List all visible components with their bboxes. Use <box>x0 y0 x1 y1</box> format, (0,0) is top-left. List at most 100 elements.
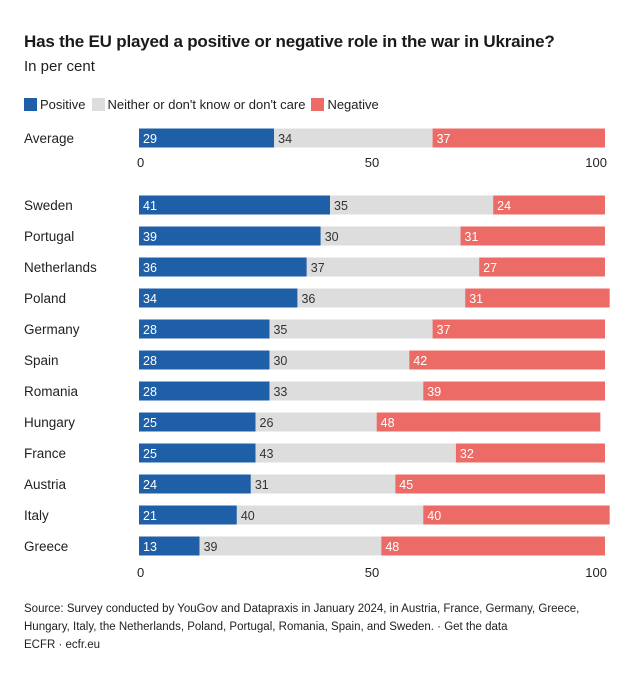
legend-item-neither: Neither or don't know or don't care <box>91 97 306 112</box>
data-label-neither-hungary: 26 <box>260 416 274 430</box>
bar-neither-greece <box>199 536 382 556</box>
data-label-neither-average: 34 <box>278 132 292 146</box>
category-label-sweden: Sweden <box>24 198 73 213</box>
legend-swatch-positive <box>24 98 37 111</box>
bar-neither-austria <box>250 474 396 494</box>
stacked-bar-chart: Average 29 34 37 0 50 100 Sweden 41 35 24 Portugal 3… <box>24 128 610 580</box>
bar-negative-portugal <box>460 226 605 246</box>
bar-positive-spain <box>139 350 270 370</box>
data-label-positive-portugal: 39 <box>143 230 157 244</box>
data-label-negative-netherlands: 27 <box>483 261 497 275</box>
legend-label-negative: Negative <box>327 97 379 112</box>
data-label-negative-average: 37 <box>437 132 451 146</box>
bar-positive-average <box>139 128 275 148</box>
bar-neither-spain <box>269 350 410 370</box>
bar-negative-hungary <box>376 412 601 432</box>
legend-item-negative: Negative <box>311 97 379 112</box>
tick-label-top-0: 0 <box>137 155 144 170</box>
data-label-neither-austria: 31 <box>255 478 269 492</box>
category-label-austria: Austria <box>24 477 67 492</box>
data-label-negative-hungary: 48 <box>381 416 395 430</box>
category-label-italy: Italy <box>24 508 49 523</box>
data-label-negative-spain: 42 <box>413 354 427 368</box>
bar-negative-poland <box>465 288 610 308</box>
category-label-spain: Spain <box>24 353 59 368</box>
data-label-negative-portugal: 31 <box>465 230 479 244</box>
bar-negative-sweden <box>493 195 605 215</box>
bar-positive-greece <box>139 536 200 556</box>
bar-neither-hungary <box>255 412 377 432</box>
data-label-neither-sweden: 35 <box>334 199 348 213</box>
bar-negative-romania <box>423 381 605 401</box>
category-label-germany: Germany <box>24 322 80 337</box>
data-label-neither-poland: 36 <box>301 292 315 306</box>
data-label-positive-average: 29 <box>143 132 157 146</box>
tick-label-bottom-50: 50 <box>365 565 379 580</box>
tick-label-top-50: 50 <box>365 155 379 170</box>
bar-neither-germany <box>269 319 433 339</box>
bar-negative-austria <box>395 474 605 494</box>
bar-negative-france <box>455 443 605 463</box>
bar-neither-italy <box>236 505 424 525</box>
data-label-negative-sweden: 24 <box>497 199 511 213</box>
chart-title: Has the EU played a positive or negative… <box>24 32 555 51</box>
data-label-positive-hungary: 25 <box>143 416 157 430</box>
bar-positive-hungary <box>139 412 256 432</box>
data-label-negative-italy: 40 <box>427 509 441 523</box>
data-label-neither-spain: 30 <box>273 354 287 368</box>
legend-item-positive: Positive <box>24 97 86 112</box>
data-label-neither-portugal: 30 <box>325 230 339 244</box>
bar-negative-average <box>432 128 605 148</box>
bar-positive-romania <box>139 381 270 401</box>
chart-subtitle: In per cent <box>24 58 95 75</box>
data-label-positive-germany: 28 <box>143 323 157 337</box>
bar-neither-france <box>255 443 456 463</box>
bar-neither-portugal <box>320 226 461 246</box>
data-label-positive-sweden: 41 <box>143 199 157 213</box>
bar-neither-netherlands <box>306 257 480 277</box>
bar-positive-sweden <box>139 195 331 215</box>
data-label-neither-netherlands: 37 <box>311 261 325 275</box>
data-label-negative-poland: 31 <box>469 292 483 306</box>
legend: Positive Neither or don't know or don't … <box>24 97 385 112</box>
tick-label-top-100: 100 <box>585 155 607 170</box>
legend-swatch-neither <box>91 98 105 111</box>
credit-text: ECFR · ecfr.eu <box>24 639 101 651</box>
bar-negative-spain <box>409 350 605 370</box>
data-label-negative-greece: 48 <box>385 540 399 554</box>
data-label-negative-austria: 45 <box>399 478 413 492</box>
legend-label-neither: Neither or don't know or don't care <box>107 97 306 112</box>
data-label-positive-netherlands: 36 <box>143 261 157 275</box>
data-label-positive-italy: 21 <box>143 509 157 523</box>
bar-positive-france <box>139 443 256 463</box>
bar-neither-sweden <box>330 195 494 215</box>
data-label-neither-greece: 39 <box>204 540 218 554</box>
data-label-positive-austria: 24 <box>143 478 157 492</box>
bar-negative-netherlands <box>479 257 605 277</box>
tick-label-bottom-100: 100 <box>585 565 607 580</box>
category-label-romania: Romania <box>24 384 79 399</box>
source-text: Source: Survey conducted by YouGov and D… <box>24 603 580 633</box>
category-label-france: France <box>24 446 66 461</box>
bar-positive-portugal <box>139 226 321 246</box>
bar-neither-romania <box>269 381 424 401</box>
category-label-hungary: Hungary <box>24 415 75 430</box>
bar-negative-greece <box>381 536 605 556</box>
tick-label-bottom-0: 0 <box>137 565 144 580</box>
data-label-positive-spain: 28 <box>143 354 157 368</box>
category-label-netherlands: Netherlands <box>24 260 97 275</box>
data-label-neither-germany: 35 <box>273 323 287 337</box>
bar-negative-germany <box>432 319 605 339</box>
data-label-neither-romania: 33 <box>273 385 287 399</box>
bar-neither-average <box>274 128 433 148</box>
data-label-positive-poland: 34 <box>143 292 157 306</box>
category-label-average: Average <box>24 131 74 146</box>
bar-negative-italy <box>423 505 610 525</box>
bar-positive-poland <box>139 288 298 308</box>
data-label-negative-germany: 37 <box>437 323 451 337</box>
legend-swatch-negative <box>311 98 325 111</box>
source-note: Source: Survey conducted by YouGov and D… <box>24 600 624 654</box>
bar-positive-netherlands <box>139 257 307 277</box>
data-label-neither-france: 43 <box>260 447 274 461</box>
